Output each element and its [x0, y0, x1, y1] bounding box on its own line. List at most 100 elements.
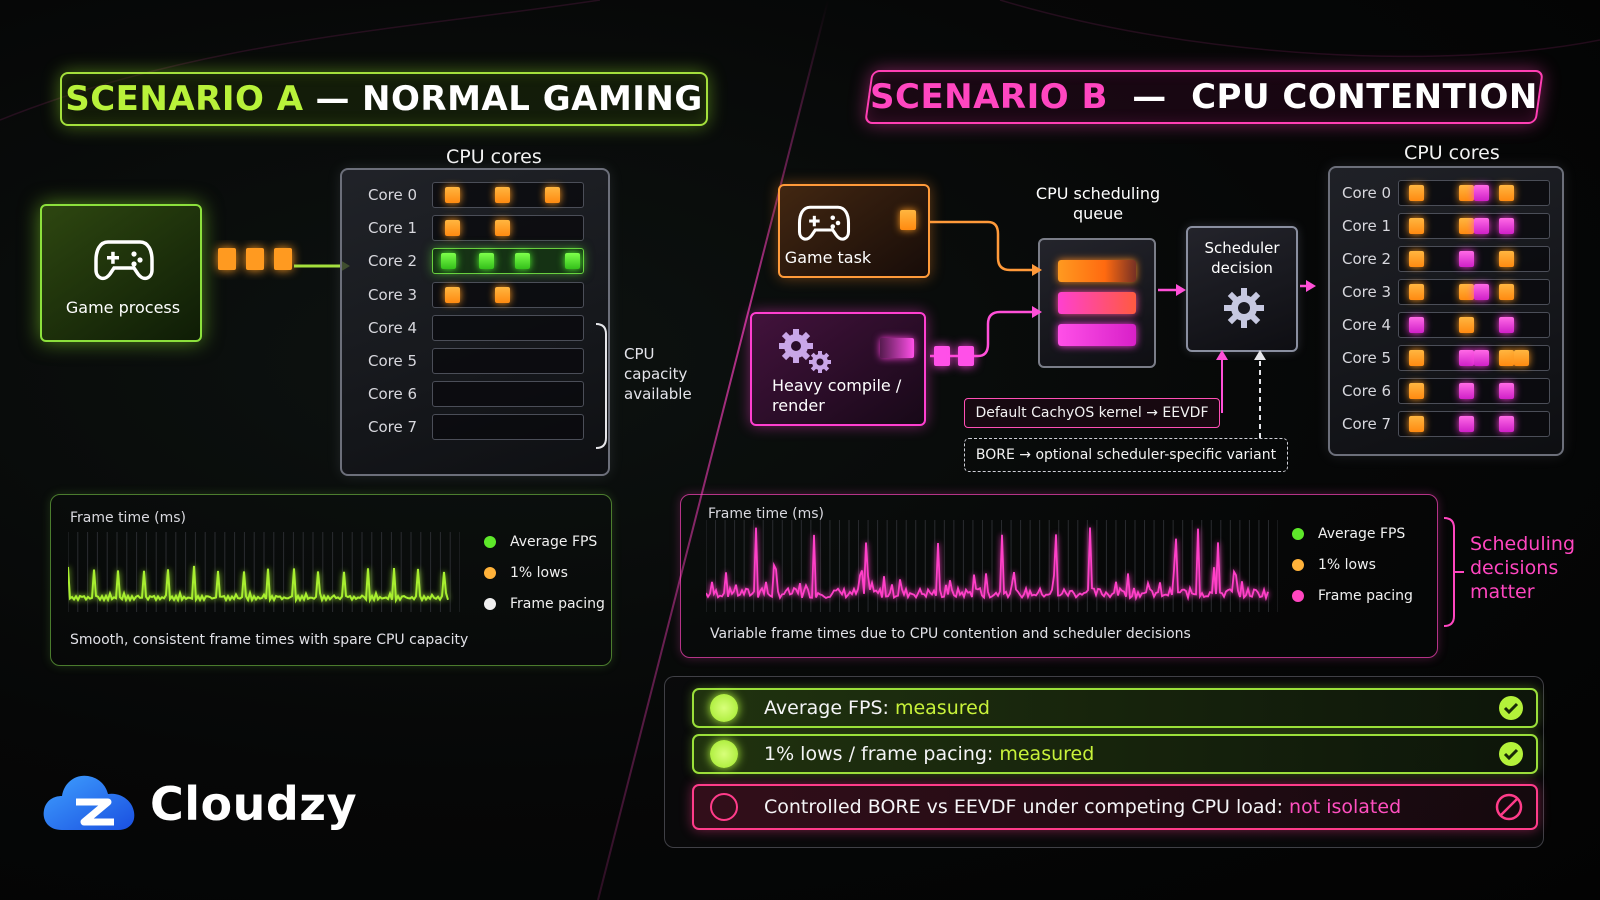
status-text: Average FPS: measured [764, 697, 1498, 719]
core-label: Core 0 [368, 186, 418, 204]
task-block [515, 253, 530, 270]
task-block [495, 187, 510, 203]
core-bar [1398, 213, 1550, 239]
core-bar [1398, 411, 1550, 437]
legend-item: 1% lows [484, 557, 605, 588]
legend-item: Frame pacing [1292, 580, 1413, 611]
heavy-compile-box: Heavy compile / render [750, 312, 926, 426]
core-label: Core 5 [368, 352, 418, 370]
task-block [445, 286, 460, 303]
core-bar [1398, 312, 1550, 338]
core-row: Core 7 [1342, 411, 1550, 437]
status-row-bore-eevdf: Controlled BORE vs EEVDF under competing… [692, 784, 1538, 830]
status-row-lows-pacing: 1% lows / frame pacing: measured [692, 734, 1538, 774]
task-block [1474, 185, 1489, 201]
core-label: Core 4 [1342, 316, 1392, 334]
task-block [1499, 317, 1514, 333]
core-row: Core 5 [1342, 345, 1550, 371]
core-row: Core 3 [1342, 279, 1550, 305]
legend-dot [484, 535, 496, 548]
game-process-box: Game process [40, 204, 202, 342]
legend-label: Frame pacing [510, 595, 605, 612]
scenario-a-chart-title: Frame time (ms) [70, 510, 187, 526]
task-block [1409, 251, 1424, 267]
status-bad-ring [710, 793, 738, 821]
core-bar [432, 215, 584, 242]
heavy-compile-label-line-1: Heavy compile / [772, 376, 902, 395]
scenario-b-flow-arrows [930, 220, 1316, 438]
core-bar [432, 182, 584, 208]
heavy-compile-label-line-2: render [772, 396, 825, 415]
task-block [1499, 416, 1514, 432]
core-label: Core 7 [1342, 415, 1392, 433]
queue-block [1058, 324, 1136, 346]
core-row: Core 0 [1342, 180, 1550, 206]
core-bar [432, 348, 584, 374]
task-block [1409, 218, 1424, 234]
status-label: Controlled BORE vs EEVDF under competing… [764, 796, 1290, 818]
check-icon [1499, 742, 1523, 766]
cloudzy-logo: Cloudzy [40, 768, 357, 840]
gears-icon [779, 329, 831, 373]
core-bar [1398, 180, 1550, 206]
core-bar [432, 381, 584, 408]
scheduler-label: Scheduler decision [1188, 238, 1296, 278]
gamepad-icon [94, 240, 154, 281]
task-block [1409, 350, 1424, 366]
scenario-a-legend: Average FPS 1% lows Frame pacing [484, 526, 605, 619]
core-label: Core 6 [1342, 382, 1392, 400]
status-ok-dot [710, 740, 738, 768]
scenario-b-title: SCENARIO B — CPU CONTENTION [864, 70, 1544, 124]
task-block [1459, 284, 1474, 300]
core-bar [432, 414, 584, 441]
brand-name: Cloudzy [150, 777, 358, 831]
heavy-task-block [880, 338, 914, 358]
task-block [1409, 185, 1424, 201]
scheduling-queue-box [1038, 238, 1156, 368]
core-label: Core 3 [1342, 283, 1392, 301]
capacity-note-line-1: CPU [624, 345, 655, 363]
matter-note-line-1: Scheduling [1470, 533, 1576, 555]
task-block [1514, 350, 1529, 366]
legend-item: Average FPS [1292, 518, 1413, 549]
legend-item: 1% lows [1292, 549, 1413, 580]
core-row: Core 1 [368, 215, 584, 242]
core-row: Core 6 [368, 381, 584, 408]
task-block [1474, 350, 1489, 366]
status-value: measured [999, 743, 1095, 765]
core-bar [1398, 279, 1550, 305]
capacity-bracket [595, 323, 607, 449]
task-block [1474, 218, 1489, 234]
task-block [1409, 383, 1424, 399]
legend-label: Average FPS [1318, 525, 1406, 542]
legend-dot [1292, 558, 1304, 571]
core-label: Core 0 [1342, 184, 1392, 202]
gamepad-icon [797, 205, 851, 241]
kernel-note: Default CachyOS kernel → EEVDF [964, 398, 1220, 428]
core-bar [432, 281, 584, 308]
scenario-b-frame-time-plot [706, 520, 1278, 612]
scenario-a-cores-title: CPU cores [446, 146, 542, 168]
queue-block [1058, 260, 1136, 282]
prohibited-icon [1495, 793, 1523, 821]
task-block [1459, 317, 1474, 333]
game-task-label: Game task [784, 248, 872, 267]
legend-item: Average FPS [484, 526, 605, 557]
queue-label-line-2: queue [1072, 204, 1124, 223]
status-label: Average FPS: [764, 697, 895, 719]
legend-label: Frame pacing [1318, 587, 1413, 604]
scenario-b-title-prefix: SCENARIO B [870, 77, 1109, 117]
scenario-a-title-main: NORMAL GAMING [362, 79, 703, 119]
core-label: Core 2 [368, 252, 418, 271]
legend-dot [1292, 527, 1304, 540]
core-row: Core 7 [368, 414, 584, 441]
scenario-a-title-prefix: SCENARIO A [65, 79, 304, 119]
task-block [441, 253, 456, 270]
legend-label: Average FPS [510, 533, 598, 550]
status-value: measured [894, 697, 990, 719]
core-label: Core 7 [368, 418, 418, 437]
status-text: 1% lows / frame pacing: measured [764, 743, 1498, 765]
scenario-a-title-dash: — [315, 79, 351, 119]
task-block [1499, 251, 1514, 267]
core-bar [432, 314, 584, 341]
